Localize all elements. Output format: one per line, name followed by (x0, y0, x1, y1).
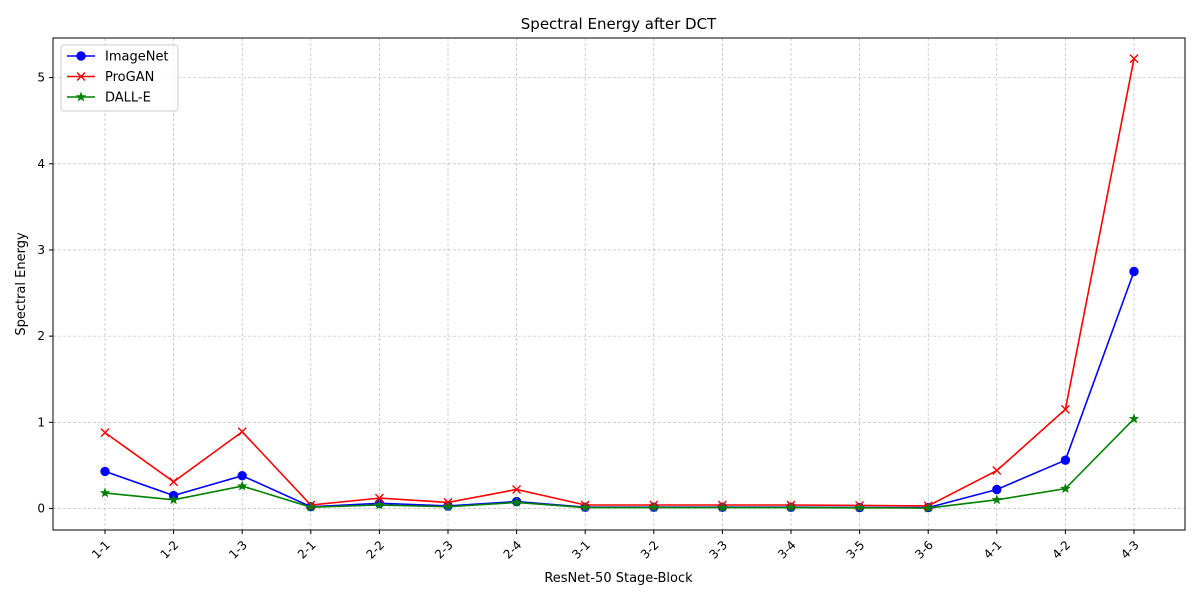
data-point-dall-e (854, 502, 865, 513)
x-marker-stroke (512, 485, 522, 494)
data-point-dall-e (237, 480, 248, 491)
x-marker-stroke (100, 428, 110, 438)
x-marker-stroke (237, 427, 247, 437)
x-tick-label: 3-4 (775, 538, 799, 562)
series-line-dall-e (104, 418, 1135, 509)
x-tick-label: 1-1 (89, 538, 113, 562)
data-point-imagenet (1060, 455, 1071, 465)
y-tick-label: 5 (37, 71, 45, 85)
legend-box (60, 44, 179, 112)
grid-lines (53, 38, 1185, 530)
data-point-progan (237, 427, 247, 437)
y-axis-ticks: 0 1 2 3 4 5 (37, 71, 53, 515)
legend-marker (76, 72, 86, 81)
data-point-dall-e (1060, 483, 1071, 494)
x-tick-label: 2-4 (501, 538, 525, 562)
y-tick-label: 4 (37, 157, 45, 171)
legend-marker (76, 51, 86, 61)
x-axis-ticks: 1-1 1-2 1-3 2-1 2-2 2-3 2-4 3-1 3-2 3-3 3-4 3-5 3-6 4… (89, 530, 1142, 562)
y-axis-label: Spectral Energy (14, 232, 29, 336)
data-point-dall-e (1128, 413, 1140, 424)
data-point-imagenet (992, 484, 1002, 495)
data-point-dall-e (374, 499, 385, 510)
x-marker-stroke (169, 477, 179, 487)
data-point-progan (512, 485, 522, 494)
x-marker-stroke (1129, 54, 1139, 64)
series-line-imagenet (104, 271, 1135, 509)
data-point-dall-e (442, 501, 454, 512)
x-axis-label: ResNet-50 Stage-Block (544, 571, 693, 586)
x-marker-stroke (76, 72, 86, 81)
series-line-progan (104, 58, 1135, 507)
data-point-dall-e (580, 502, 591, 513)
data-point-progan (992, 466, 1002, 476)
x-tick-label: 2-3 (432, 538, 456, 562)
data-point-dall-e (717, 502, 728, 513)
x-marker-stroke (1060, 404, 1070, 414)
data-point-dall-e (785, 502, 797, 513)
series-layer (99, 54, 1140, 513)
x-marker-stroke (992, 466, 1002, 476)
chart-title: Spectral Energy after DCT (521, 15, 717, 33)
data-point-imagenet (1129, 266, 1139, 277)
legend-entry-dall-e: DALL-E (67, 91, 151, 106)
data-point-dall-e (511, 496, 522, 507)
series-dall-e (99, 413, 1140, 513)
x-tick-label: 4-1 (981, 538, 1005, 562)
x-tick-label: 2-2 (363, 538, 387, 562)
data-point-imagenet (237, 471, 247, 481)
x-tick-label: 3-1 (569, 538, 593, 562)
data-point-imagenet (100, 466, 110, 477)
x-tick-label: 4-2 (1049, 538, 1073, 562)
legend-label: ImageNet (105, 50, 169, 65)
data-point-progan (374, 493, 384, 503)
legend-label: DALL-E (105, 91, 151, 106)
x-tick-label: 4-3 (1118, 538, 1142, 562)
legend-entry-imagenet: ImageNet (67, 50, 169, 65)
data-point-progan (100, 428, 110, 438)
data-point-dall-e (991, 494, 1002, 505)
legend-entry-progan: ProGAN (67, 70, 154, 85)
x-tick-label: 1-2 (158, 538, 182, 562)
x-tick-label: 3-3 (706, 538, 730, 562)
x-tick-label: 2-1 (295, 538, 319, 562)
data-point-dall-e (923, 502, 934, 513)
plot-frame (52, 37, 1186, 531)
legend-marker (75, 91, 87, 102)
legend: ImageNet ProGAN DALL-E (60, 44, 179, 112)
data-point-progan (1060, 404, 1070, 414)
x-tick-label: 1-3 (226, 538, 250, 562)
y-tick-label: 3 (37, 243, 45, 257)
series-progan (100, 54, 1139, 511)
y-tick-label: 0 (37, 501, 45, 515)
data-point-dall-e (305, 501, 316, 512)
data-point-dall-e (99, 487, 111, 498)
x-tick-label: 3-2 (638, 538, 662, 562)
data-point-progan (1129, 54, 1139, 64)
x-tick-label: 3-6 (912, 538, 936, 562)
y-tick-label: 1 (37, 415, 45, 429)
x-tick-label: 3-5 (844, 538, 868, 562)
data-point-progan (169, 477, 179, 487)
data-point-dall-e (168, 494, 179, 505)
x-marker-stroke (374, 493, 384, 503)
series-imagenet (100, 266, 1139, 513)
y-tick-label: 2 (37, 329, 45, 343)
legend-label: ProGAN (105, 70, 154, 85)
data-point-dall-e (648, 502, 659, 513)
